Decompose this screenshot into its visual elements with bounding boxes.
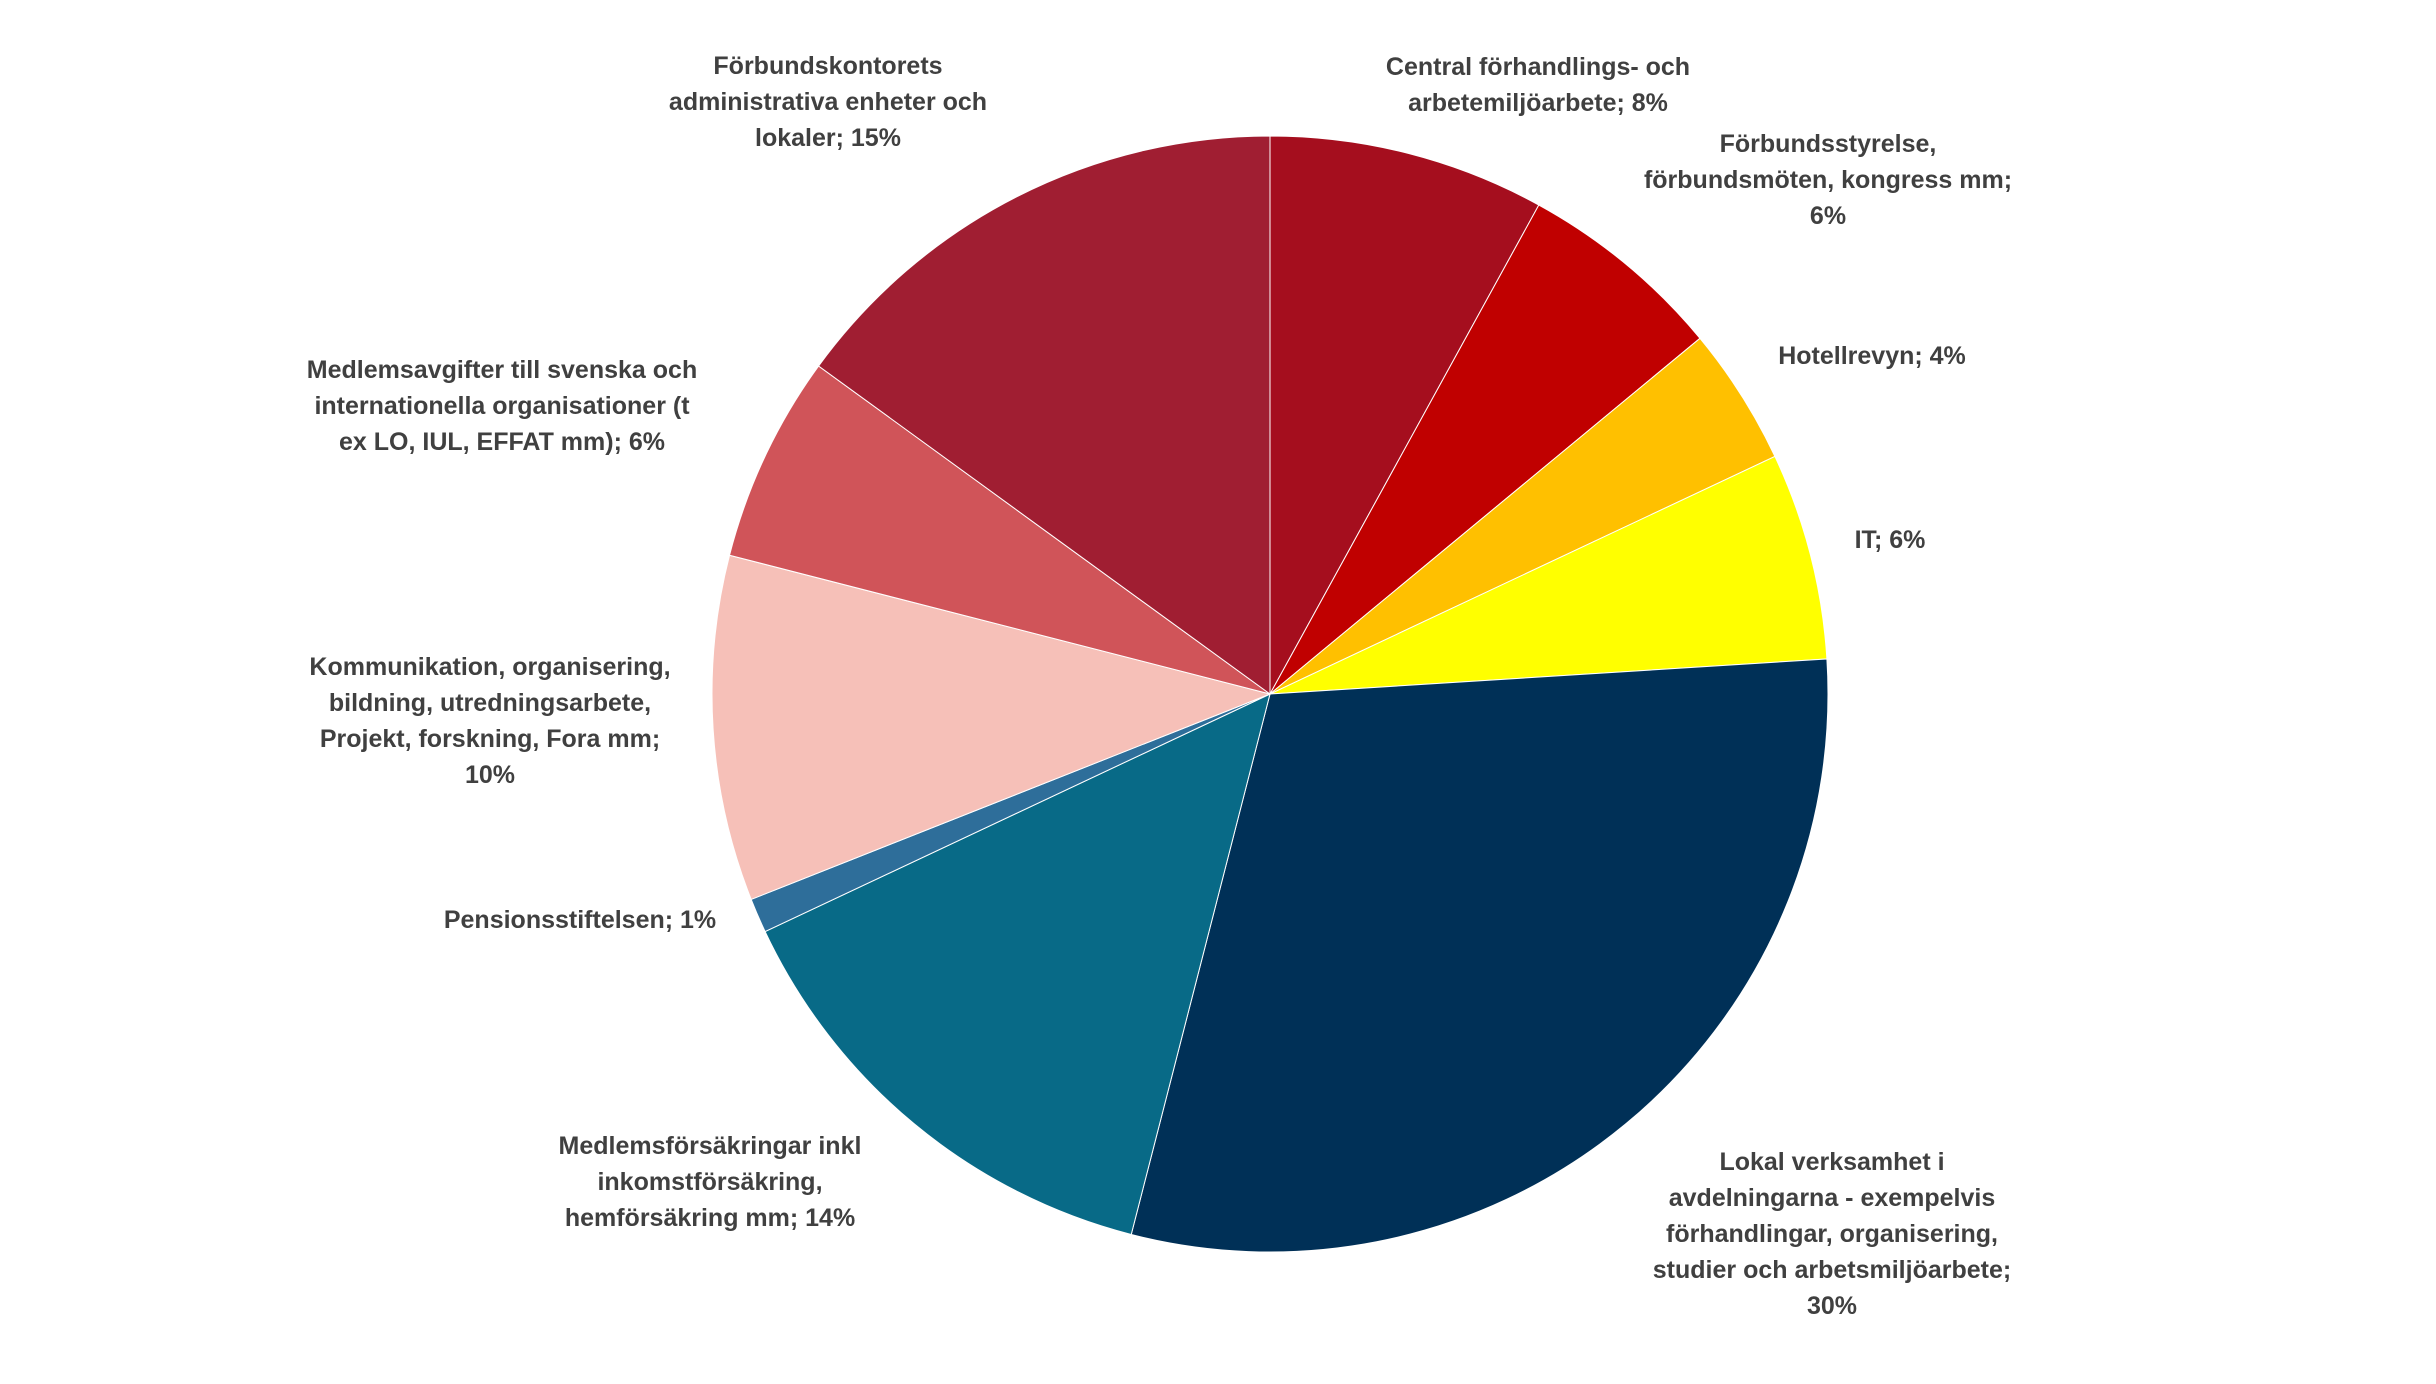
- pie-slice-label-9: Medlemsavgifter till svenska och internat…: [307, 356, 697, 456]
- pie-slice-label-line: Projekt, forskning, Fora mm;: [320, 725, 660, 753]
- pie-slice-label-line: arbetemiljöarbete; 8%: [1408, 89, 1668, 117]
- pie-slice-label-line: Pensionsstiftelsen; 1%: [444, 906, 716, 934]
- pie-slice-label-3: Hotellrevyn; 4%: [1778, 342, 1966, 370]
- pie-slice-label-line: förbundsmöten, kongress mm;: [1644, 166, 2012, 194]
- pie-slice-6: [764, 693, 1271, 1236]
- pie-slice-label-7: Pensionsstiftelsen; 1%: [444, 906, 716, 934]
- pie-labels: Central förhandlings- och arbetemiljöarbe…: [307, 52, 2012, 1320]
- pie-slice-label-line: hemförsäkring mm; 14%: [565, 1204, 855, 1232]
- pie-slice-label-5: Lokal verksamhet i avdelningarna - exempe…: [1653, 1148, 2011, 1320]
- pie-slice-label-6: Medlemsförsäkringar inkl inkomstförsäkrin…: [559, 1132, 862, 1232]
- pie-slice-label-line: IT; 6%: [1855, 526, 1926, 554]
- pie-slice-label-4: IT; 6%: [1855, 526, 1926, 554]
- pie-slice-label-line: Förbundskontorets: [713, 52, 942, 80]
- pie-slice-label-2: Förbundsstyrelse, förbundsmöten, kongress…: [1644, 130, 2012, 230]
- pie-slice-label-line: förhandlingar, organisering,: [1666, 1220, 1998, 1248]
- pie-slice-label-line: 6%: [1810, 202, 1846, 230]
- pie-slice-label-line: avdelningarna - exempelvis: [1669, 1184, 1996, 1212]
- pie-slice-label-line: Medlemsavgifter till svenska och: [307, 356, 697, 384]
- pie-slice-label-line: studier och arbetsmiljöarbete;: [1653, 1256, 2011, 1284]
- pie-slice-label-line: administrativa enheter och: [669, 88, 987, 116]
- pie-slice-label-line: internationella organisationer (t: [314, 392, 690, 420]
- pie-slice-label-line: bildning, utredningsarbete,: [329, 689, 651, 717]
- pie-slice-2: [1269, 204, 1701, 695]
- pie-slice-label-line: Kommunikation, organisering,: [309, 653, 670, 681]
- pie-slice-label-line: 30%: [1807, 1292, 1857, 1320]
- pie-slice-label-line: Central förhandlings- och: [1386, 53, 1690, 81]
- pie-slice-label-8: Kommunikation, organisering, bildning, ut…: [309, 653, 670, 789]
- pie-slice-label-line: inkomstförsäkring,: [597, 1168, 822, 1196]
- pie-slice-10: [817, 135, 1271, 695]
- pie-slice-label-10: Förbundskontorets administrativa enheter …: [669, 52, 987, 152]
- pie-slice-label-line: ex LO, IUL, EFFAT mm); 6%: [339, 428, 665, 456]
- pie-slice-label-line: Lokal verksamhet i: [1719, 1148, 1944, 1176]
- pie-slice-4: [1269, 455, 1828, 695]
- pie-slice-label-line: lokaler; 15%: [755, 124, 901, 152]
- pie-slice-label-line: Hotellrevyn; 4%: [1778, 342, 1966, 370]
- pie-slice-label-1: Central förhandlings- och arbetemiljöarbe…: [1386, 53, 1690, 117]
- pie-slice-8: [711, 554, 1272, 901]
- pie-slice-label-line: Medlemsförsäkringar inkl: [559, 1132, 862, 1160]
- pie-slice-label-line: Förbundsstyrelse,: [1720, 130, 1937, 158]
- pie-slice-1: [1269, 135, 1540, 695]
- pie-slice-label-line: 10%: [465, 761, 515, 789]
- pie-slice-9: [728, 365, 1271, 695]
- pie-slice-5: [1130, 658, 1829, 1253]
- pie-slices: [711, 135, 1829, 1253]
